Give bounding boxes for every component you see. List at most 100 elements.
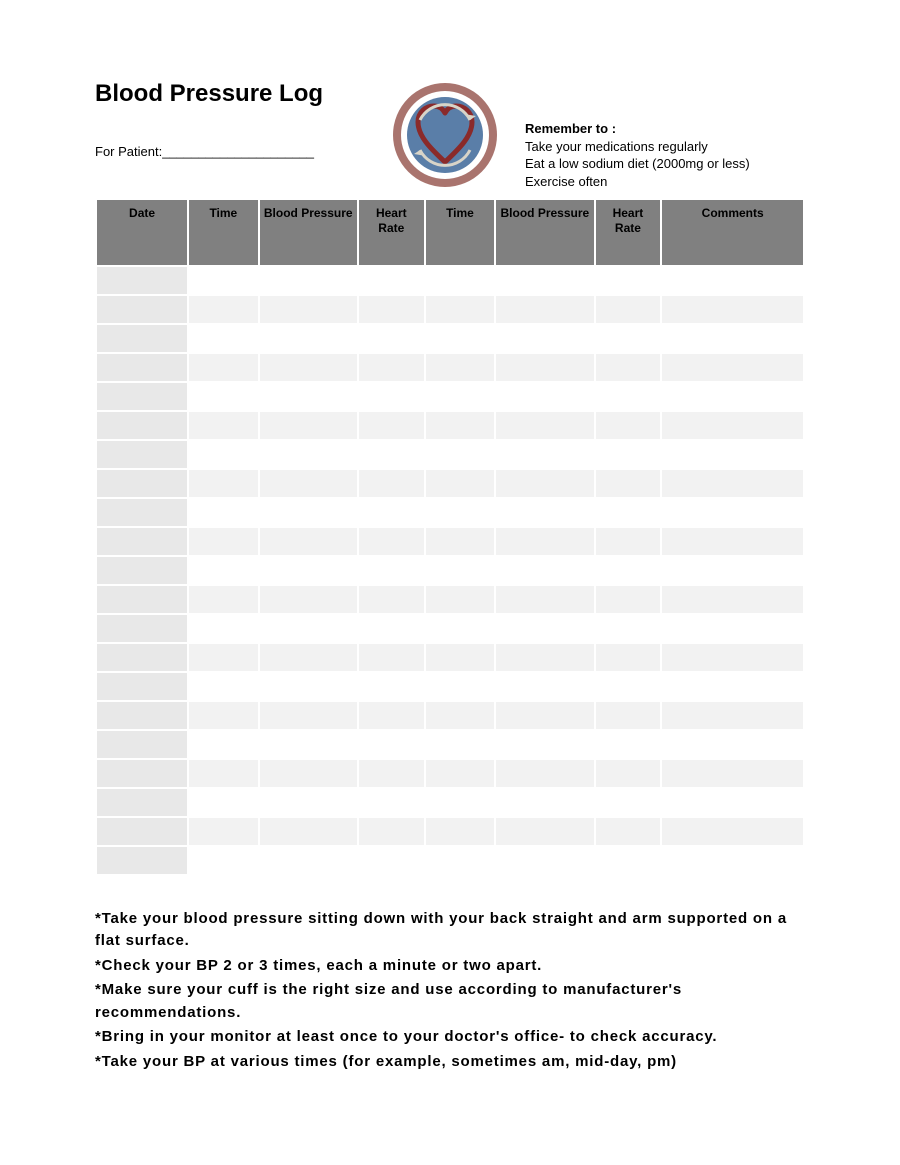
table-cell[interactable] [662, 499, 803, 526]
table-cell[interactable] [189, 847, 257, 874]
table-cell[interactable] [426, 731, 494, 758]
table-cell[interactable] [596, 528, 661, 555]
table-cell[interactable] [189, 818, 257, 845]
table-cell[interactable] [596, 412, 661, 439]
table-cell[interactable] [496, 586, 593, 613]
table-cell[interactable] [426, 267, 494, 294]
table-cell[interactable] [496, 441, 593, 468]
table-cell[interactable] [359, 847, 424, 874]
table-cell[interactable] [426, 528, 494, 555]
table-cell[interactable] [359, 499, 424, 526]
table-cell[interactable] [662, 847, 803, 874]
table-cell[interactable] [97, 586, 187, 613]
table-cell[interactable] [189, 296, 257, 323]
table-cell[interactable] [359, 586, 424, 613]
table-cell[interactable] [359, 789, 424, 816]
table-cell[interactable] [662, 789, 803, 816]
table-cell[interactable] [97, 818, 187, 845]
table-cell[interactable] [97, 760, 187, 787]
table-cell[interactable] [596, 267, 661, 294]
table-cell[interactable] [426, 296, 494, 323]
table-cell[interactable] [359, 383, 424, 410]
table-cell[interactable] [189, 383, 257, 410]
table-cell[interactable] [97, 441, 187, 468]
table-cell[interactable] [359, 296, 424, 323]
table-cell[interactable] [97, 731, 187, 758]
table-cell[interactable] [260, 557, 357, 584]
table-cell[interactable] [97, 847, 187, 874]
table-cell[interactable] [496, 644, 593, 671]
table-cell[interactable] [496, 296, 593, 323]
table-cell[interactable] [97, 267, 187, 294]
table-cell[interactable] [496, 818, 593, 845]
table-cell[interactable] [97, 528, 187, 555]
table-cell[interactable] [189, 586, 257, 613]
table-cell[interactable] [359, 818, 424, 845]
table-cell[interactable] [426, 354, 494, 381]
table-cell[interactable] [662, 586, 803, 613]
table-cell[interactable] [596, 383, 661, 410]
table-cell[interactable] [359, 354, 424, 381]
table-cell[interactable] [496, 789, 593, 816]
table-cell[interactable] [496, 731, 593, 758]
table-cell[interactable] [496, 412, 593, 439]
table-cell[interactable] [496, 325, 593, 352]
table-cell[interactable] [596, 441, 661, 468]
table-cell[interactable] [426, 615, 494, 642]
table-cell[interactable] [359, 441, 424, 468]
table-cell[interactable] [359, 615, 424, 642]
table-cell[interactable] [426, 644, 494, 671]
table-cell[interactable] [189, 731, 257, 758]
table-cell[interactable] [189, 441, 257, 468]
table-cell[interactable] [426, 499, 494, 526]
table-cell[interactable] [596, 470, 661, 497]
table-cell[interactable] [260, 615, 357, 642]
table-cell[interactable] [496, 760, 593, 787]
table-cell[interactable] [596, 615, 661, 642]
table-cell[interactable] [97, 383, 187, 410]
table-cell[interactable] [596, 644, 661, 671]
table-cell[interactable] [596, 731, 661, 758]
table-cell[interactable] [426, 702, 494, 729]
table-cell[interactable] [426, 412, 494, 439]
table-cell[interactable] [97, 789, 187, 816]
table-cell[interactable] [426, 818, 494, 845]
table-cell[interactable] [426, 325, 494, 352]
table-cell[interactable] [97, 557, 187, 584]
table-cell[interactable] [97, 470, 187, 497]
table-cell[interactable] [260, 296, 357, 323]
table-cell[interactable] [260, 412, 357, 439]
table-cell[interactable] [596, 325, 661, 352]
table-cell[interactable] [97, 325, 187, 352]
table-cell[interactable] [426, 557, 494, 584]
table-cell[interactable] [662, 615, 803, 642]
table-cell[interactable] [97, 412, 187, 439]
table-cell[interactable] [260, 673, 357, 700]
table-cell[interactable] [496, 557, 593, 584]
table-cell[interactable] [359, 325, 424, 352]
table-cell[interactable] [596, 557, 661, 584]
table-cell[interactable] [260, 847, 357, 874]
table-cell[interactable] [496, 847, 593, 874]
table-cell[interactable] [596, 702, 661, 729]
table-cell[interactable] [426, 760, 494, 787]
table-cell[interactable] [496, 528, 593, 555]
table-cell[interactable] [260, 441, 357, 468]
table-cell[interactable] [260, 325, 357, 352]
table-cell[interactable] [662, 644, 803, 671]
table-cell[interactable] [496, 470, 593, 497]
table-cell[interactable] [97, 296, 187, 323]
table-cell[interactable] [496, 499, 593, 526]
table-cell[interactable] [189, 557, 257, 584]
table-cell[interactable] [426, 673, 494, 700]
table-cell[interactable] [596, 760, 661, 787]
table-cell[interactable] [359, 673, 424, 700]
table-cell[interactable] [662, 818, 803, 845]
table-cell[interactable] [662, 441, 803, 468]
table-cell[interactable] [596, 354, 661, 381]
table-cell[interactable] [662, 354, 803, 381]
table-cell[interactable] [662, 267, 803, 294]
table-cell[interactable] [260, 586, 357, 613]
table-cell[interactable] [426, 383, 494, 410]
table-cell[interactable] [260, 383, 357, 410]
